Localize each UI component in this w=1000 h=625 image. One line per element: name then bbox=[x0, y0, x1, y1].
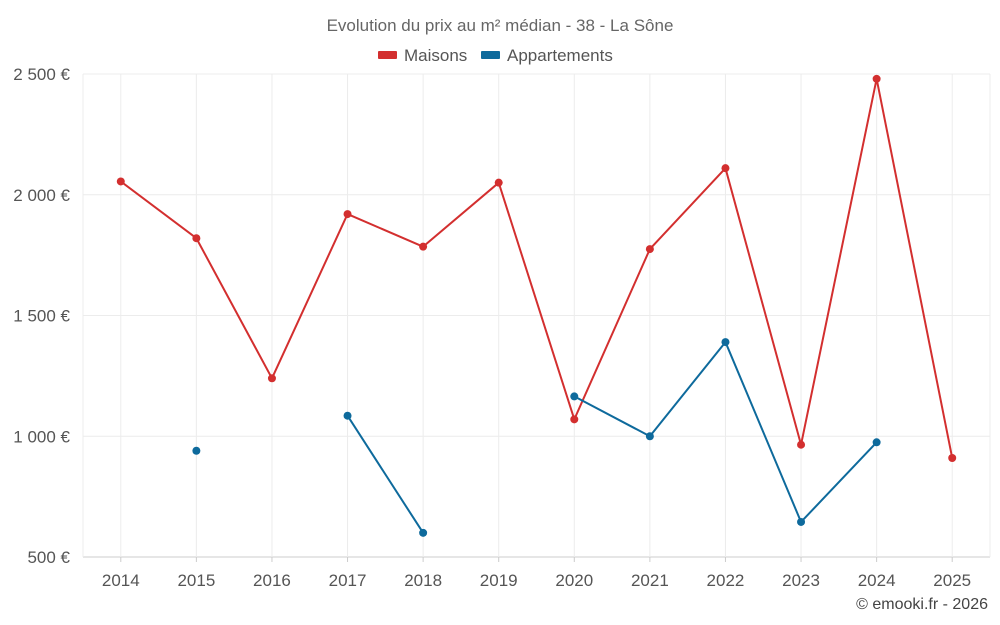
series bbox=[116, 74, 957, 537]
y-axis: 500 € 1 000 € 1 500 € 2 000 € 2 500 € bbox=[13, 65, 70, 567]
data-point[interactable] bbox=[721, 338, 730, 347]
x-tick-label: 2020 bbox=[555, 571, 593, 590]
data-point[interactable] bbox=[192, 446, 201, 455]
legend-label[interactable]: Appartements bbox=[507, 46, 613, 65]
data-point[interactable] bbox=[192, 234, 201, 243]
data-point[interactable] bbox=[343, 411, 352, 420]
x-tick-label: 2023 bbox=[782, 571, 820, 590]
x-tick-label: 2016 bbox=[253, 571, 291, 590]
grid bbox=[82, 73, 991, 558]
legend: Maisons Appartements bbox=[378, 46, 613, 65]
x-tick-label: 2019 bbox=[480, 571, 518, 590]
data-point[interactable] bbox=[570, 392, 579, 401]
data-point[interactable] bbox=[419, 528, 428, 537]
x-tick-label: 2024 bbox=[858, 571, 896, 590]
y-tick-label: 2 000 € bbox=[13, 186, 70, 205]
data-point[interactable] bbox=[645, 432, 654, 441]
series-appartements bbox=[192, 338, 881, 537]
data-point[interactable] bbox=[494, 178, 503, 187]
x-axis: 2014 2015 2016 2017 2018 2019 2020 2021 2022 2023… bbox=[102, 557, 971, 590]
x-tick-label: 2014 bbox=[102, 571, 140, 590]
x-tick-label: 2025 bbox=[933, 571, 971, 590]
data-point[interactable] bbox=[419, 242, 428, 251]
data-point[interactable] bbox=[343, 210, 352, 219]
data-point[interactable] bbox=[797, 440, 806, 449]
y-tick-label: 1 000 € bbox=[13, 427, 70, 446]
legend-label[interactable]: Maisons bbox=[404, 46, 467, 65]
data-point[interactable] bbox=[570, 415, 579, 424]
x-tick-label: 2021 bbox=[631, 571, 669, 590]
data-point[interactable] bbox=[797, 517, 806, 526]
x-tick-label: 2017 bbox=[329, 571, 367, 590]
legend-swatch bbox=[378, 51, 397, 59]
series-line bbox=[120, 77, 954, 459]
credit-text: © emooki.fr - 2026 bbox=[856, 596, 988, 613]
data-point[interactable] bbox=[645, 245, 654, 254]
y-tick-label: 2 500 € bbox=[13, 65, 70, 84]
series-line bbox=[346, 415, 424, 534]
x-tick-label: 2015 bbox=[177, 571, 215, 590]
data-point[interactable] bbox=[948, 453, 957, 462]
legend-swatch bbox=[481, 51, 500, 59]
x-tick-label: 2018 bbox=[404, 571, 442, 590]
x-tick-label: 2022 bbox=[707, 571, 745, 590]
chart-title: Evolution du prix au m² médian - 38 - La… bbox=[327, 16, 674, 35]
y-tick-label: 500 € bbox=[27, 548, 70, 567]
data-point[interactable] bbox=[721, 164, 730, 173]
data-point[interactable] bbox=[872, 438, 881, 447]
data-point[interactable] bbox=[267, 374, 276, 383]
data-point[interactable] bbox=[872, 74, 881, 83]
y-tick-label: 1 500 € bbox=[13, 307, 70, 326]
data-point[interactable] bbox=[116, 177, 125, 186]
series-maisons bbox=[116, 74, 957, 462]
